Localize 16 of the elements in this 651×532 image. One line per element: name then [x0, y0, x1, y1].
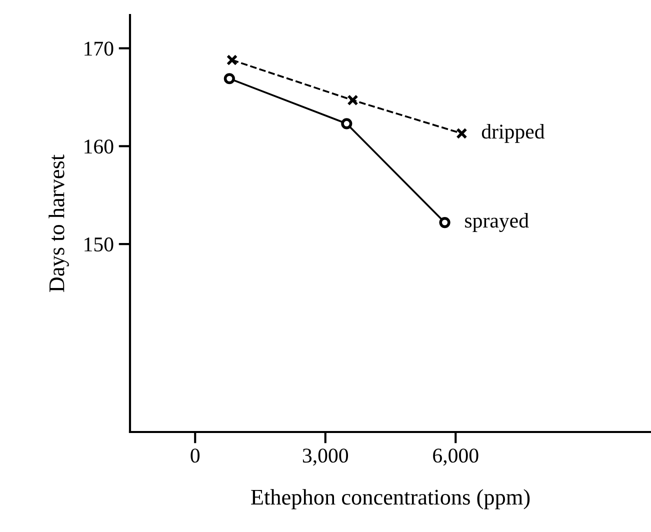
- point: [226, 54, 238, 66]
- y-tick-label: 160: [84, 140, 114, 154]
- x-tick-label: 0: [190, 448, 200, 463]
- point: [224, 73, 235, 84]
- x-tick-label: 6,000: [433, 448, 478, 466]
- point: [347, 94, 358, 106]
- x-tick-label: 3,000: [302, 448, 348, 466]
- y-tick-label: 170: [84, 42, 114, 56]
- point: [456, 128, 468, 139]
- series-label: dripped: [482, 124, 545, 143]
- series-label: sprayed: [465, 213, 529, 232]
- y-axis-title: Days to harvest: [48, 154, 69, 292]
- y-tick-label: 150: [84, 237, 114, 252]
- point: [439, 216, 450, 228]
- x-axis-title: Ethephon concentrations (ppm): [251, 489, 530, 510]
- point: [341, 118, 352, 130]
